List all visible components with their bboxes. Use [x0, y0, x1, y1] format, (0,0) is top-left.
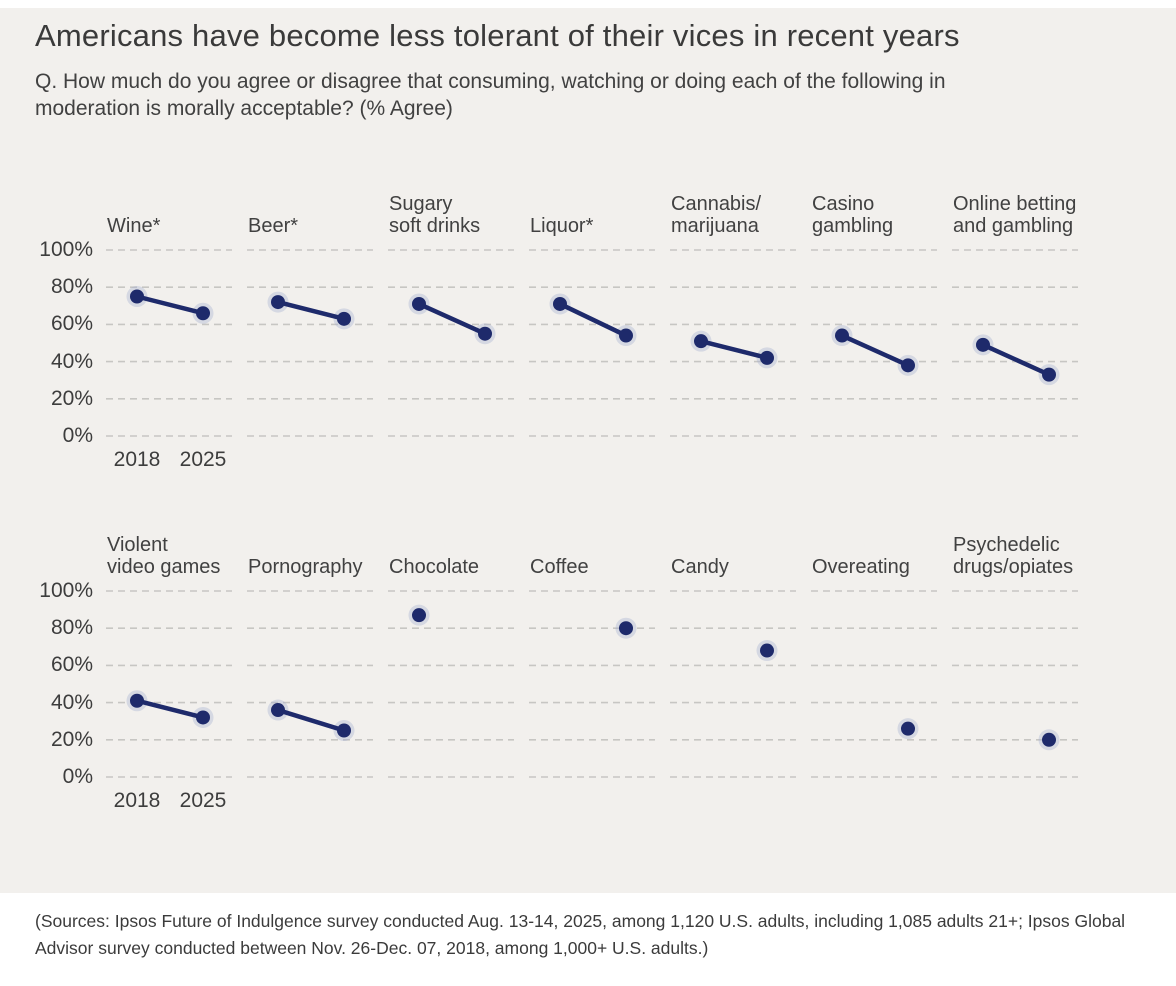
chart-subtitle: Q. How much do you agree or disagree tha…	[35, 70, 946, 120]
chart-background-panel	[0, 8, 1176, 893]
source-note: (Sources: Ipsos Future of Indulgence sur…	[35, 908, 1135, 962]
chart-title: Americans have become less tolerant of t…	[35, 18, 960, 53]
